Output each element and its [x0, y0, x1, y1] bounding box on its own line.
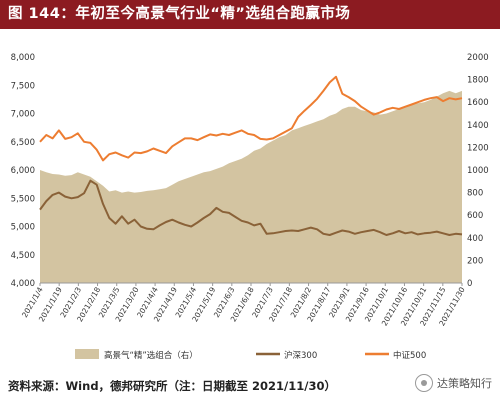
y-right-tick-label: 200 [467, 256, 483, 266]
y-right-tick-label: 1800 [467, 76, 489, 86]
y-left-tick-label: 4,000 [11, 279, 35, 289]
y-left-tick-label: 6,500 [11, 138, 35, 148]
series-area-portfolio [40, 90, 462, 284]
watermark-text: 达策略知行 [437, 377, 492, 390]
legend-swatch-portfolio [75, 349, 99, 359]
chart: 4,000 4,500 5,000 5,500 6,000 6,500 7,000 7,500… [11, 53, 489, 361]
legend-label-portfolio: 高景气“精”选组合（右） [104, 350, 198, 361]
wechat-icon [415, 374, 433, 392]
y-left-tick-label: 7,500 [11, 81, 35, 91]
y-left-tick-label: 7,000 [11, 110, 35, 120]
y-left-tick-label: 8,000 [11, 53, 35, 63]
y-right-tick-label: 0 [467, 279, 472, 289]
y-left-tick-label: 5,500 [11, 194, 35, 204]
y-right-tick-label: 800 [467, 189, 483, 199]
series-line-hs300 [39, 179, 463, 236]
y-right-tick-label: 600 [467, 211, 483, 221]
figure-title: 图 144：年初至今高景气行业“精”选组合跑赢市场 [0, 0, 500, 29]
line-layer [39, 75, 463, 236]
y-right-tick-label: 2000 [467, 53, 489, 63]
source-note: 资料来源：Wind，德邦研究所（注：日期截至 2021/11/30） [8, 379, 336, 393]
legend-label-zz500: 中证500 [393, 350, 426, 361]
y-right-tick-label: 1000 [467, 166, 489, 176]
y-left-tick-label: 4,500 [11, 251, 35, 261]
area-layer [40, 90, 462, 284]
watermark: 达策略知行 [415, 372, 492, 394]
y-right-tick-label: 1600 [467, 98, 489, 108]
y-right-tick-label: 400 [467, 234, 483, 244]
series-line-zz500 [39, 75, 463, 162]
legend: 高景气“精”选组合（右） 沪深300 中证500 [75, 349, 426, 361]
y-left-tick-label: 6,000 [11, 166, 35, 176]
y-right-tick-label: 1400 [467, 121, 489, 131]
y-right-tick-label: 1200 [467, 143, 489, 153]
legend-label-hs300: 沪深300 [284, 350, 317, 361]
y-left-tick-label: 5,000 [11, 223, 35, 233]
